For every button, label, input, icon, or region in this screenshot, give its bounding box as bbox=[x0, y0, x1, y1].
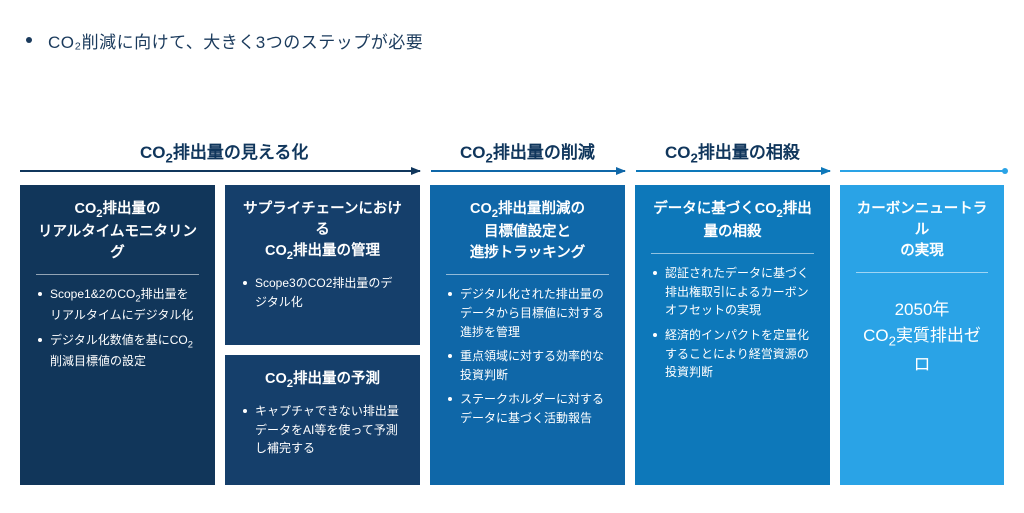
card-0-0: CO2排出量のリアルタイムモニタリング Scope1&2のCO2排出量をリアルタイ… bbox=[20, 185, 215, 485]
card-3-0: データに基づくCO2排出量の相殺認証されたデータに基づく排出権取引によるカーボン… bbox=[635, 185, 830, 485]
card-title: CO2排出量のリアルタイムモニタリング bbox=[36, 199, 199, 275]
column-0: CO2排出量のリアルタイムモニタリング Scope1&2のCO2排出量をリアルタイ… bbox=[20, 185, 215, 485]
heading-text: CO₂削減に向けて、大きく3つのステップが必要 bbox=[48, 28, 423, 53]
card-title: サプライチェーンにおけるCO2排出量の管理 bbox=[241, 199, 404, 274]
card-title: CO2排出量削減の目標値設定と進捗トラッキング bbox=[446, 199, 609, 275]
column-3: データに基づくCO2排出量の相殺認証されたデータに基づく排出権取引によるカーボン… bbox=[635, 185, 830, 485]
phase-label-1: CO2排出量の削減 bbox=[460, 138, 595, 165]
card-1-1: CO2排出量の予測キャプチャできない排出量データをAI等を使って予測し補完する bbox=[225, 355, 420, 485]
card-item: ステークホルダーに対するデータに基づく活動報告 bbox=[446, 390, 609, 427]
card-title: データに基づくCO2排出量の相殺 bbox=[651, 199, 814, 254]
card-item-list: Scope1&2のCO2排出量をリアルタイムにデジタル化デジタル化数値を基にCO… bbox=[36, 285, 199, 370]
card-title: CO2排出量の予測 bbox=[241, 369, 404, 402]
phase-arrow-2 bbox=[636, 170, 830, 172]
card-item: Scope1&2のCO2排出量をリアルタイムにデジタル化 bbox=[36, 285, 199, 324]
goal-text: 2050年CO2実質排出ゼロ bbox=[856, 297, 988, 379]
card-4-0: カーボンニュートラルの実現 2050年CO2実質排出ゼロ bbox=[840, 185, 1004, 485]
card-item: デジタル化数値を基にCO2削減目標値の設定 bbox=[36, 331, 199, 370]
card-item-list: デジタル化された排出量のデータから目標値に対する進捗を管理重点領域に対する効率的… bbox=[446, 285, 609, 427]
card-item: キャプチャできない排出量データをAI等を使って予測し補完する bbox=[241, 402, 404, 458]
card-item: Scope3のCO2排出量のデジタル化 bbox=[241, 274, 404, 311]
card-item: 認証されたデータに基づく排出権取引によるカーボンオフセットの実現 bbox=[651, 264, 814, 320]
card-item-list: キャプチャできない排出量データをAI等を使って予測し補完する bbox=[241, 402, 404, 458]
phase-arrow-1 bbox=[431, 170, 625, 172]
phase-arrow-row: CO2排出量の見える化 CO2排出量の削減 CO2排出量の相殺 bbox=[20, 140, 1004, 180]
card-item-list: 認証されたデータに基づく排出権取引によるカーボンオフセットの実現経済的インパクト… bbox=[651, 264, 814, 382]
column-4: カーボンニュートラルの実現 2050年CO2実質排出ゼロ bbox=[840, 185, 1004, 485]
bullet-dot-icon bbox=[26, 37, 32, 43]
card-item: デジタル化された排出量のデータから目標値に対する進捗を管理 bbox=[446, 285, 609, 341]
column-1: サプライチェーンにおけるCO2排出量の管理Scope3のCO2排出量のデジタル化… bbox=[225, 185, 420, 485]
card-item: 経済的インパクトを定量化することにより経営資源の投資判断 bbox=[651, 326, 814, 382]
card-item: 重点領域に対する効率的な投資判断 bbox=[446, 347, 609, 384]
phase-arrow-3 bbox=[840, 170, 1004, 172]
phase-arrow-0 bbox=[20, 170, 420, 172]
card-2-0: CO2排出量削減の目標値設定と進捗トラッキングデジタル化された排出量のデータから… bbox=[430, 185, 625, 485]
card-columns: CO2排出量のリアルタイムモニタリング Scope1&2のCO2排出量をリアルタイ… bbox=[20, 185, 1004, 485]
card-title: カーボンニュートラルの実現 bbox=[856, 199, 988, 273]
phase-label-2: CO2排出量の相殺 bbox=[665, 138, 800, 165]
card-item-list: Scope3のCO2排出量のデジタル化 bbox=[241, 274, 404, 311]
phase-label-0: CO2排出量の見える化 bbox=[140, 138, 308, 165]
column-2: CO2排出量削減の目標値設定と進捗トラッキングデジタル化された排出量のデータから… bbox=[430, 185, 625, 485]
card-1-0: サプライチェーンにおけるCO2排出量の管理Scope3のCO2排出量のデジタル化 bbox=[225, 185, 420, 345]
heading-bullet: CO₂削減に向けて、大きく3つのステップが必要 bbox=[26, 28, 423, 53]
